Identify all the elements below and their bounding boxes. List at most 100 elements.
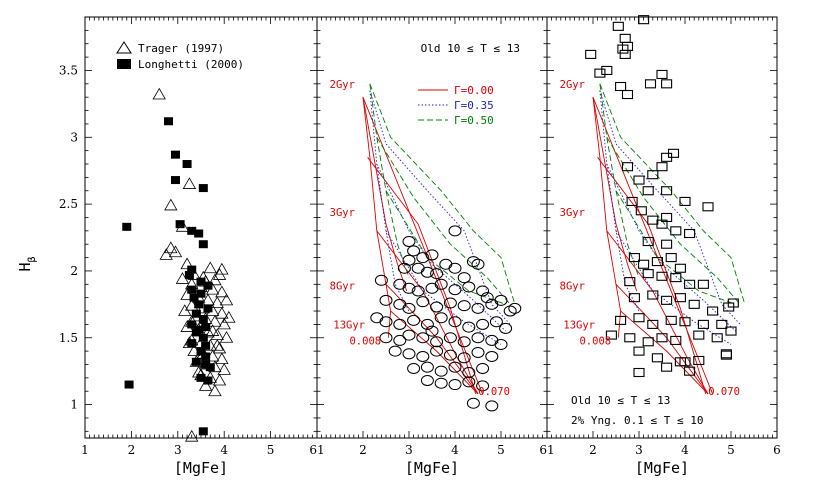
model-line-gamma-0.50 [369,83,410,278]
y-tick-label: 1 [70,398,78,412]
legend-entry: Γ=0.00 [454,84,494,97]
model-line-gamma-0.35 [599,90,741,325]
model-line-gamma-0.00 [362,97,392,338]
trager-point [164,198,178,211]
trager-point [217,363,231,375]
longhetti-point [124,380,134,389]
galaxy-point [466,256,480,268]
longhetti-point [187,339,197,348]
galaxy-point [647,319,659,329]
model-line-gamma-0.00 [592,97,622,338]
model-line-gamma-0.35 [385,230,502,345]
longhetti-point [184,270,194,279]
longhetti-point [170,150,180,159]
model-line-gamma-0.50 [369,83,516,305]
galaxy-point [621,89,634,100]
galaxy-point [707,306,719,316]
longhetti-point [175,220,185,229]
longhetti-point [201,352,211,361]
panel-right-footer-line2: 2% Yng. 0.1 ≤ T ≤ 10 [571,414,703,427]
model-line-gamma-0.00 [367,157,477,395]
galaxy-point [670,335,682,345]
galaxy-point [480,292,494,304]
legend-panel-left: Trager (1997) Longhetti (2000) [116,41,244,71]
galaxy-point [402,348,416,360]
model-line-gamma-0.00 [385,283,479,395]
galaxy-point [439,258,453,270]
galaxy-point [379,332,393,344]
galaxy-point [434,278,448,290]
model-line-gamma-0.35 [376,163,506,332]
y-tick-label: 3.5 [59,63,78,77]
trager-point [212,268,227,280]
galaxy-point [720,350,732,360]
galaxy-point [457,352,471,364]
trager-point [164,241,178,254]
galaxy-point [462,321,476,333]
model-line-gamma-0.00 [362,97,484,395]
galaxy-point [679,357,691,367]
age-label: 0.070 [708,386,740,398]
trager-point [215,262,229,275]
x-tick-label-joined: 61 [309,443,324,457]
model-line-gamma-0.50 [606,137,741,305]
galaxy-point [457,300,471,312]
galaxy-point [448,284,462,296]
trager-point [215,306,229,319]
x-tick-label: 4 [220,443,228,457]
model-line-gamma-0.35 [369,90,511,325]
galaxy-point [621,162,634,172]
galaxy-point [425,249,439,261]
galaxy-point [617,44,629,54]
x-tick-label: 2 [128,443,136,457]
galaxy-point [656,333,668,343]
galaxy-point [471,332,485,344]
galaxy-point [605,330,617,340]
galaxy-point [434,365,448,377]
longhetti-point [194,229,204,238]
galaxy-point [434,312,448,324]
galaxy-point [462,367,476,379]
x-tick-label: 4 [451,443,459,457]
trager-point [201,325,215,338]
age-label: 2Gyr [330,79,355,91]
galaxy-point [476,380,490,392]
galaxy-point [430,345,444,357]
y-tick-label: 2 [70,264,78,278]
galaxy-point [638,15,650,25]
legend-marker-square [117,59,131,69]
galaxy-point [407,314,421,326]
model-line-gamma-0.35 [369,90,410,312]
galaxy-point [644,79,657,89]
galaxy-point [594,68,606,78]
galaxy-point [642,186,654,196]
age-label: 13Gyr [333,319,365,331]
galaxy-point [494,294,508,306]
longhetti-point [189,293,199,302]
galaxy-point [407,363,421,375]
trager-point [208,384,222,397]
model-line-gamma-0.00 [597,157,707,395]
longhetti-point [203,304,213,313]
longhetti-point [198,240,208,249]
galaxy-point [494,338,508,350]
age-label: 0.070 [478,386,510,398]
longhetti-point [182,160,192,169]
galaxy-point [402,329,416,341]
model-line-gamma-0.00 [620,310,709,395]
trager-point [168,245,183,258]
galaxy-point [499,322,513,334]
x-axis-label: [MgFe] [174,459,228,477]
galaxy-point [508,302,522,314]
x-tick-label-joined: 61 [539,443,554,457]
galaxy-point [725,326,737,336]
galaxy-point [716,319,728,329]
galaxy-point [489,316,503,328]
longhetti-point [198,427,208,436]
galaxy-point [471,346,485,358]
galaxy-point [476,285,490,297]
model-line-gamma-0.50 [599,83,746,305]
x-axis-label: [MgFe] [635,459,689,477]
galaxy-point [665,315,677,325]
galaxy-point [393,298,407,310]
